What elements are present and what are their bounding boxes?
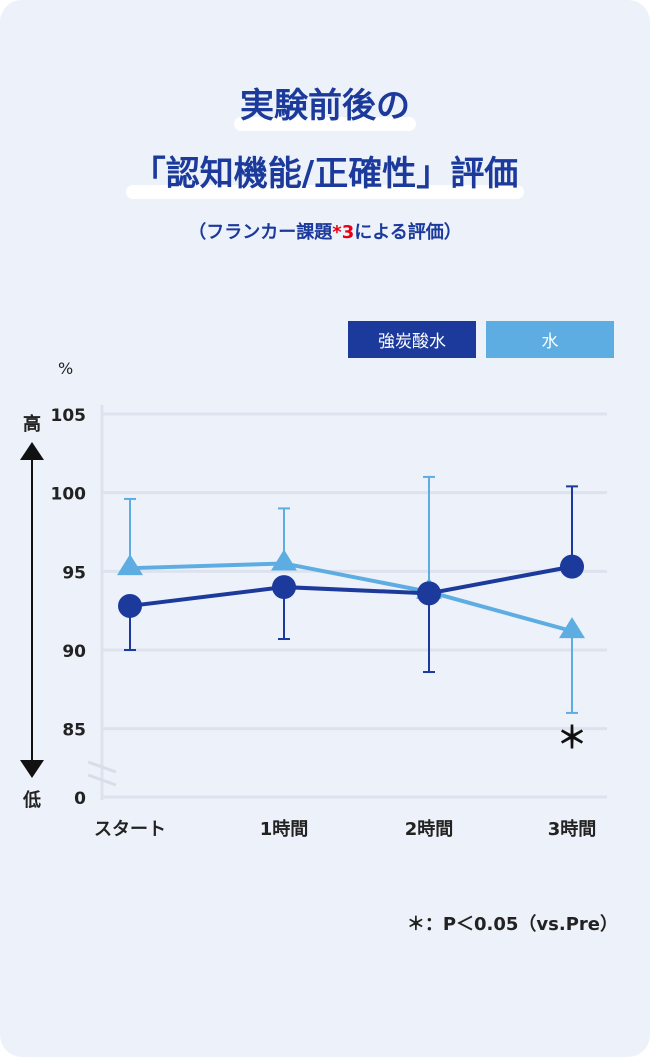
data-point-carbonated [272,575,296,600]
data-point-water [271,549,297,571]
x-tick-label: 2時間 [405,819,454,840]
x-tick-label: 3時間 [548,819,597,840]
arrow-down-icon [20,760,44,778]
x-tick-label: スタート [94,819,166,840]
y-axis-unit: % [58,359,73,378]
legend-water: 水 [486,321,614,358]
y-high-label: 高 [23,413,41,435]
chart-subtitle: （フランカー課題*3による評価） [188,222,462,243]
significance-marker: ＊ [557,721,587,756]
y-tick-label: 105 [51,406,87,426]
axis-break-mark [87,773,117,787]
data-point-carbonated [118,593,142,618]
legend-carbonated: 強炭酸水 [348,321,476,358]
chart-title-line1: 実験前後の [0,78,650,131]
series-line-water [129,561,573,634]
footnote: ＊：P＜0.05（vs.Pre） [406,914,618,935]
y-tick-label: 85 [62,721,86,741]
y-tick-label: 95 [62,563,86,583]
chart-title-line2: 「認知機能/正確性」評価 [0,146,650,199]
series-line-carbonated [129,564,573,608]
x-tick-label: 1時間 [260,819,309,840]
y-low-label: 低 [22,789,41,811]
y-tick-label: 0 [74,789,86,809]
data-point-carbonated [560,554,584,579]
y-tick-label: 100 [51,485,87,505]
axis-break-mark [87,760,117,774]
y-tick-label: 90 [62,642,86,662]
data-point-carbonated [417,581,441,606]
data-point-water [117,554,143,576]
data-point-water [559,617,585,639]
arrow-up-icon [20,442,44,460]
